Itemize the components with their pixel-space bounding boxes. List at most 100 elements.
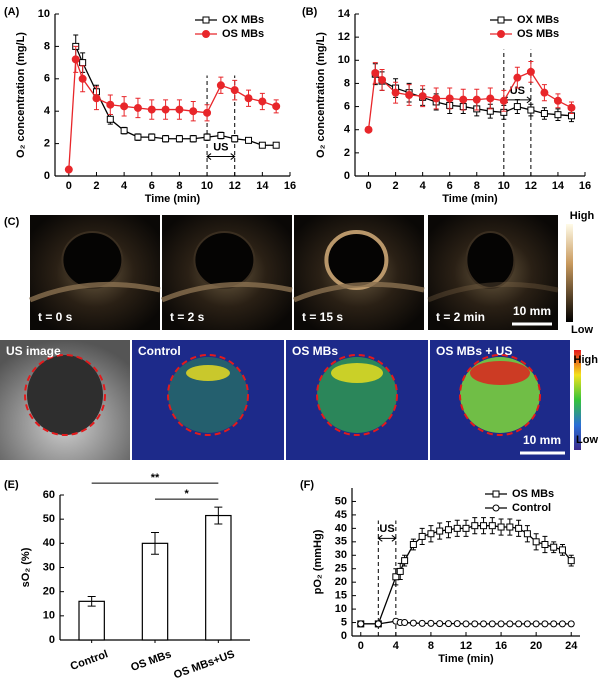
marker xyxy=(405,91,414,99)
y-tick-label: 15 xyxy=(335,590,347,602)
y-tick-label: 20 xyxy=(335,576,347,588)
marker xyxy=(203,108,212,117)
y-tick-label: 0 xyxy=(341,630,347,642)
signal-hot xyxy=(331,363,383,383)
us-label: US xyxy=(510,85,525,97)
y-tick-label: 50 xyxy=(43,513,55,525)
marker xyxy=(217,132,225,139)
marker xyxy=(567,103,576,112)
marker xyxy=(515,524,523,532)
frame-label: t = 15 s xyxy=(302,310,343,324)
tumor xyxy=(193,231,256,289)
tissue xyxy=(293,281,425,303)
legend-marker xyxy=(492,490,500,498)
colorbar-low: Low xyxy=(576,434,598,446)
y-tick-label: 60 xyxy=(43,489,55,501)
legend-label: OX MBs xyxy=(517,14,559,26)
y-tick-label: 40 xyxy=(43,537,55,549)
marker xyxy=(427,530,435,538)
y-tick-label: 25 xyxy=(335,563,347,575)
signal-hot xyxy=(470,361,530,385)
y-tick-label: 45 xyxy=(335,509,347,521)
signal-hot xyxy=(186,365,230,381)
marker xyxy=(409,619,417,627)
tumor-outline xyxy=(167,354,249,436)
marker xyxy=(401,557,409,565)
marker xyxy=(523,620,531,628)
marker xyxy=(462,620,470,628)
marker xyxy=(550,620,558,628)
marker xyxy=(272,102,281,111)
x-axis-label: Time (min) xyxy=(145,193,201,205)
marker xyxy=(371,69,380,78)
marker xyxy=(401,619,409,627)
marker xyxy=(453,524,461,532)
legend-marker xyxy=(497,30,505,38)
panel-label: (E) xyxy=(4,479,19,491)
frame-label: OS MBs xyxy=(292,344,338,358)
frame-label: t = 0 s xyxy=(38,310,73,324)
series-line xyxy=(374,73,572,117)
marker xyxy=(175,135,183,143)
x-tick-label: 0 xyxy=(365,180,371,192)
frame-label: t = 2 min xyxy=(436,310,485,324)
bar xyxy=(205,514,232,641)
tumor-outline xyxy=(459,354,541,436)
marker xyxy=(497,620,505,628)
marker xyxy=(189,107,198,116)
x-tick-label: 14 xyxy=(552,180,565,192)
tissue xyxy=(427,281,559,303)
legend-label: OS MBs xyxy=(222,28,264,40)
x-tick-label: 14 xyxy=(256,180,269,192)
marker xyxy=(471,522,479,530)
marker xyxy=(444,526,452,534)
marker xyxy=(230,86,239,95)
x-tick-label: 0 xyxy=(358,640,364,652)
marker xyxy=(120,102,129,111)
marker xyxy=(553,96,562,105)
y-tick-label: 8 xyxy=(344,77,350,89)
tumor xyxy=(27,355,103,435)
marker xyxy=(392,573,400,581)
marker xyxy=(488,620,496,628)
tumor-outline xyxy=(316,354,398,436)
marker xyxy=(364,125,373,134)
marker xyxy=(78,74,87,83)
marker xyxy=(432,94,441,103)
x-tick-label: 4 xyxy=(121,180,128,192)
us-label: US xyxy=(213,141,228,153)
x-axis-label: Time (min) xyxy=(438,653,494,665)
tissue xyxy=(161,281,293,303)
marker xyxy=(92,94,101,103)
legend-label: OX MBs xyxy=(222,14,264,26)
legend-marker xyxy=(202,30,210,38)
marker xyxy=(147,105,156,114)
legend-marker xyxy=(497,16,505,24)
error-bar xyxy=(87,596,96,607)
tumor xyxy=(465,231,516,289)
y-tick-label: 30 xyxy=(43,561,55,573)
tumor xyxy=(324,230,389,290)
marker xyxy=(161,105,170,114)
marker xyxy=(453,620,461,628)
marker xyxy=(79,59,87,67)
y-axis-label: O₂ concentration (mg/L) xyxy=(15,32,27,158)
y-tick-label: 30 xyxy=(335,549,347,561)
marker xyxy=(64,165,73,174)
y-axis-label: sO₂ (%) xyxy=(20,547,32,587)
marker xyxy=(541,620,549,628)
x-tick-label: 6 xyxy=(447,180,453,192)
x-tick-label: 10 xyxy=(201,180,213,192)
error-bar xyxy=(151,531,159,555)
y-tick-label: 10 xyxy=(335,603,347,615)
us-arrow xyxy=(206,153,236,160)
x-tick-label: 2 xyxy=(393,180,399,192)
x-tick-label: OS MBs+US xyxy=(172,648,236,681)
significance-label: * xyxy=(185,488,190,500)
x-tick-label: 16 xyxy=(579,180,591,192)
colorbar-low: Low xyxy=(571,324,593,336)
x-tick-label: 8 xyxy=(176,180,182,192)
error-bar xyxy=(214,506,223,525)
marker xyxy=(106,100,115,109)
